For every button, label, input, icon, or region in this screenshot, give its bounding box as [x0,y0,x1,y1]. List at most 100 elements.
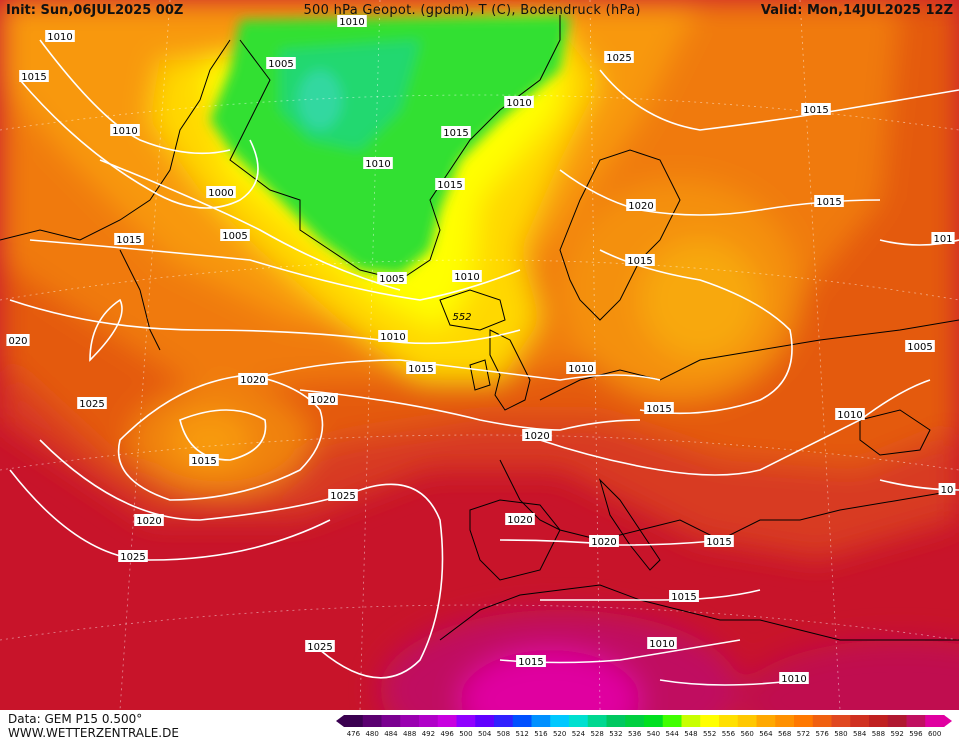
colorbar-tick-label: 548 [684,730,698,738]
colorbar-swatch [531,715,551,727]
isobar-label-text: 1010 [837,410,862,421]
isobar-label-text: 1015 [21,72,46,83]
isobar-label: 1015 [704,535,734,548]
isobar [9,299,521,345]
colorbar-tick-label: 572 [796,730,811,738]
colorbar-swatch [756,715,776,727]
isobar-label: 1015 [406,362,436,375]
north-africa-coast [439,584,959,641]
colorbar-tick-label: 532 [609,730,623,738]
colorbar-tick-label: 588 [871,730,886,738]
colorbar-tick-label: 504 [477,730,492,738]
isobar-label: 1020 [134,514,164,527]
colorbar-tick-label: 576 [815,730,829,738]
colorbar-tick-label: 484 [384,730,398,738]
colorbar-swatch [887,715,907,727]
isobar-label: 1015 [114,233,144,246]
colorbar-tick-label: 580 [834,730,848,738]
colorbar-swatch [794,715,814,727]
isobar-label-text: 1015 [803,105,828,116]
isobar-label-text: 1010 [365,159,390,170]
isobar-label: 1020 [308,393,338,406]
isobar [29,239,521,301]
black-sea-coast [859,409,931,456]
colorbar-tick-label: 544 [665,730,679,738]
isobar-label-text: 1005 [268,59,293,70]
colorbar-tick-label: 500 [459,730,473,738]
colorbar-swatch [700,715,720,727]
colorbar-right-arrow [944,715,952,727]
colorbar-tick-label: 480 [365,730,379,738]
isobar [9,469,331,561]
isobar-label-text: 1010 [454,272,479,283]
data-source: Data: GEM P15 0.500° [8,712,143,726]
colorbar-swatch [831,715,851,727]
colorbar-tick-label: 592 [890,730,904,738]
isobar [89,298,123,362]
colorbar-tick-label: 508 [496,730,511,738]
isobar-label-text: 1015 [671,592,696,603]
isobar-label-text: 1015 [706,537,731,548]
colorbar-swatch [344,715,364,727]
colorbar-tick-label: 520 [552,730,567,738]
colorbar-tick-label: 568 [777,730,792,738]
isobar-label: 1015 [516,655,546,668]
isobar-label: 1015 [669,590,699,603]
isobar-label: 10 [938,483,956,496]
isobar-label: 1010 [779,672,809,685]
colorbar-tick-label: 600 [927,730,942,738]
isobar-label: 1005 [377,272,407,285]
ireland-coast [469,359,491,391]
isobar-label-text: 1015 [437,180,462,191]
isobar-label: 1015 [19,70,49,83]
isobar-label-text: 1025 [120,552,145,563]
isobar-label-text: 1005 [379,274,404,285]
isobar-label-text: 1020 [628,201,653,212]
isobar-label-text: 1010 [339,17,364,28]
isobar-label-text: 1015 [816,197,841,208]
isobar-label: 1010 [452,270,482,283]
britain-coast [489,329,531,411]
init-time: Init: Sun,06JUL2025 00Z [6,2,184,18]
isobar-label: 1015 [644,402,674,415]
colorbar-swatch [737,715,757,727]
isobar-label: 1025 [305,640,335,653]
isobar-label-text: 1015 [518,657,543,668]
colorbar-tick-label: 496 [440,730,454,738]
isobar-label-text: 1015 [116,235,141,246]
isobar-label-text: 1025 [79,399,104,410]
map-title: 500 hPa Geopot. (gpdm), T (C), Bodendruc… [303,2,641,18]
colorbar-swatch [681,715,701,727]
colorbar-swatch [719,715,739,727]
isobars [9,39,959,686]
colorbar-swatch [475,715,495,727]
south-europe-coast [499,459,959,541]
graticule [0,0,959,710]
isobar-label-text: 1015 [646,404,671,415]
colorbar-swatch [662,715,682,727]
map-footer: Data: GEM P15 0.500° WWW.WETTERZENTRALE.… [0,710,959,741]
colorbar-swatch [437,715,457,727]
isobar-label-text: 1005 [907,342,932,353]
colorbar-swatch [456,715,476,727]
isobar-label: 1010 [378,330,408,343]
colorbar-swatch [419,715,439,727]
isobar-label: 020 [6,334,30,347]
isobar-label-text: 1010 [112,126,137,137]
isobar-label-text: 101 [933,234,952,245]
isobar-label: 1010 [835,408,865,421]
isobar [117,374,324,501]
colorbar-tick-label: 596 [909,730,923,738]
isobar-label: 101 [931,232,955,245]
isobar-label-text: 020 [8,336,27,347]
website-credit: WWW.WETTERZENTRALE.DE [8,726,179,740]
isobar-label: 1020 [505,513,535,526]
isobar-label-text: 1025 [606,53,631,64]
isobar-label: 1015 [435,178,465,191]
isobar-label-text: 1015 [191,456,216,467]
isobar-label-text: 1010 [506,98,531,109]
isobar [499,539,721,546]
colorbar-swatch [925,715,945,727]
geopotential-label: 552 [452,312,471,323]
colorbar-swatch [644,715,664,727]
